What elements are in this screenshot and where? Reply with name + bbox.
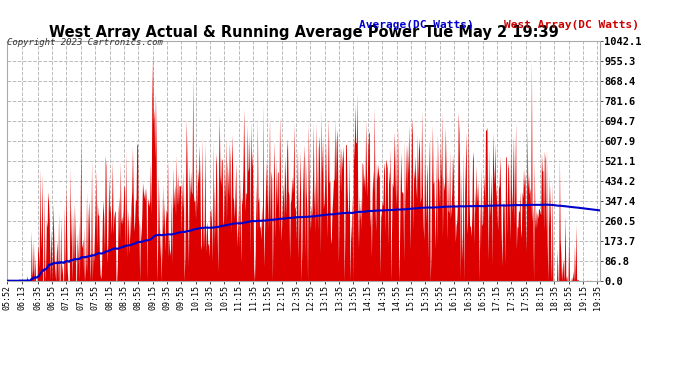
Text: Average(DC Watts): Average(DC Watts) [359,20,473,30]
Text: Copyright 2023 Cartronics.com: Copyright 2023 Cartronics.com [7,38,163,47]
Text: West Array(DC Watts): West Array(DC Watts) [504,20,639,30]
Title: West Array Actual & Running Average Power Tue May 2 19:39: West Array Actual & Running Average Powe… [49,25,558,40]
